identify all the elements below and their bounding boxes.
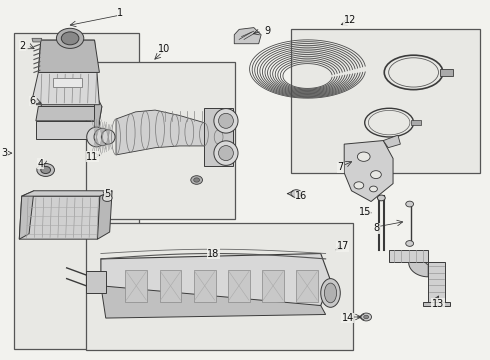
Polygon shape — [38, 40, 97, 72]
Text: 1: 1 — [118, 8, 123, 18]
Text: 15: 15 — [359, 207, 371, 217]
Bar — [86, 223, 352, 350]
Text: 17: 17 — [337, 241, 349, 251]
Text: 14: 14 — [342, 313, 354, 323]
Polygon shape — [194, 270, 216, 302]
Circle shape — [61, 32, 79, 45]
Polygon shape — [116, 110, 219, 155]
Polygon shape — [36, 121, 99, 139]
Text: 9: 9 — [264, 26, 270, 36]
Polygon shape — [344, 140, 393, 202]
Polygon shape — [98, 191, 112, 239]
Polygon shape — [86, 271, 106, 293]
Polygon shape — [41, 92, 99, 107]
Bar — [411, 120, 421, 126]
Ellipse shape — [214, 109, 238, 133]
Circle shape — [291, 190, 302, 198]
Circle shape — [406, 240, 414, 246]
Polygon shape — [53, 78, 82, 87]
Circle shape — [102, 194, 112, 202]
Bar — [441, 69, 453, 76]
Ellipse shape — [101, 130, 115, 144]
Ellipse shape — [87, 127, 106, 147]
Polygon shape — [36, 107, 102, 121]
Polygon shape — [383, 135, 400, 148]
Text: 3: 3 — [1, 148, 8, 158]
Text: 13: 13 — [432, 299, 444, 309]
Text: 7: 7 — [337, 162, 343, 172]
Polygon shape — [204, 108, 233, 166]
Ellipse shape — [219, 145, 233, 161]
Polygon shape — [428, 262, 445, 302]
Text: 11: 11 — [86, 152, 98, 162]
Polygon shape — [228, 270, 250, 302]
Ellipse shape — [94, 129, 111, 145]
Polygon shape — [31, 72, 99, 105]
Text: 12: 12 — [344, 15, 356, 26]
Polygon shape — [262, 270, 284, 302]
Polygon shape — [234, 28, 261, 44]
Circle shape — [354, 182, 364, 189]
Ellipse shape — [219, 113, 233, 128]
Polygon shape — [296, 270, 318, 302]
Ellipse shape — [321, 279, 340, 307]
Circle shape — [56, 28, 84, 48]
Polygon shape — [160, 270, 181, 302]
Text: 10: 10 — [158, 44, 171, 54]
Polygon shape — [423, 302, 450, 306]
Circle shape — [194, 178, 199, 182]
Polygon shape — [101, 286, 326, 318]
Circle shape — [369, 186, 377, 192]
Ellipse shape — [324, 283, 337, 303]
Circle shape — [370, 171, 381, 179]
Text: 18: 18 — [207, 248, 220, 258]
Text: 16: 16 — [295, 191, 307, 201]
Polygon shape — [32, 39, 42, 42]
Polygon shape — [409, 262, 428, 277]
Circle shape — [191, 176, 202, 184]
Circle shape — [105, 196, 110, 200]
Circle shape — [364, 315, 368, 319]
Polygon shape — [19, 191, 34, 239]
Text: 2: 2 — [20, 41, 26, 50]
Bar — [14, 33, 139, 348]
Polygon shape — [101, 253, 331, 309]
Circle shape — [377, 195, 385, 201]
Circle shape — [357, 152, 370, 161]
Text: 8: 8 — [374, 224, 380, 233]
Polygon shape — [19, 196, 100, 239]
Text: 5: 5 — [104, 189, 110, 199]
Polygon shape — [22, 191, 112, 196]
Polygon shape — [125, 270, 147, 302]
Circle shape — [361, 313, 371, 321]
Polygon shape — [95, 92, 102, 139]
Bar — [292, 30, 480, 173]
Circle shape — [37, 163, 54, 176]
Polygon shape — [389, 250, 428, 262]
Ellipse shape — [214, 141, 238, 165]
Polygon shape — [38, 40, 99, 72]
Circle shape — [41, 166, 50, 174]
Circle shape — [406, 201, 414, 207]
Text: 6: 6 — [29, 96, 36, 106]
Bar — [86, 62, 235, 220]
Text: 4: 4 — [38, 159, 44, 169]
